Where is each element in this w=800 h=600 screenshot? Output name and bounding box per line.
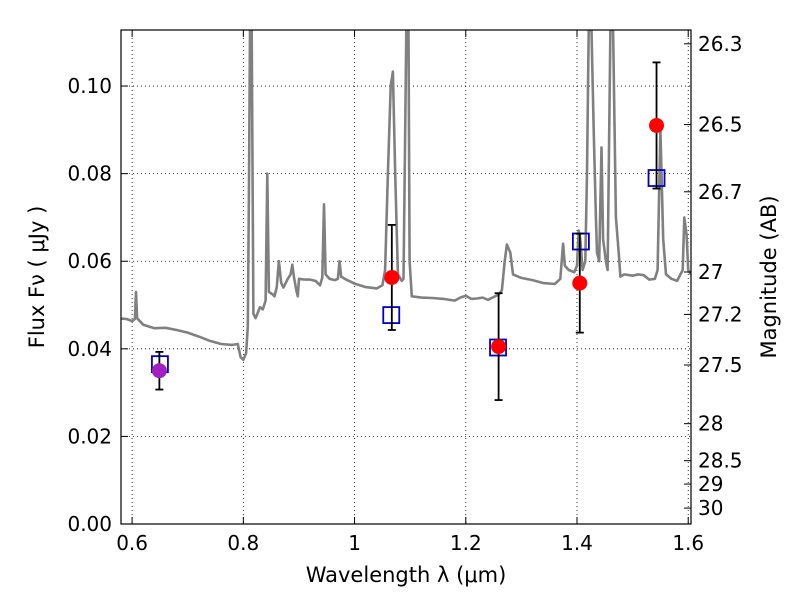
x-tick-label: 1.4 [561, 531, 593, 555]
y-tick-label: 0.04 [67, 337, 112, 361]
y2-tick-label: 27.5 [698, 353, 743, 377]
observed-photometry-series [151, 61, 665, 401]
x-tick-label: 1.6 [672, 531, 704, 555]
axis-ticks: 0.6 0.8 1 1.2 1.4 1.6 0.00 0.02 0.04 0.06 0.08 0.10… [67, 30, 743, 555]
x-tick-label: 1.2 [450, 531, 482, 555]
y-tick-label: 0.10 [67, 74, 112, 98]
y2-tick-label: 30 [698, 496, 723, 520]
y-tick-label: 0.00 [67, 512, 112, 536]
spectrum-series [121, 30, 691, 362]
y2-tick-label: 28 [698, 412, 723, 436]
observed-point [649, 117, 665, 133]
y2-axis-label: Magnitude (AB) [757, 195, 781, 358]
plot-frame [120, 29, 692, 525]
spectrum-line [121, 30, 691, 362]
y2-tick-label: 27.2 [698, 302, 743, 326]
x-axis-label: Wavelength λ (μm) [306, 563, 507, 587]
x-tick-label: 0.6 [116, 531, 148, 555]
observed-point [491, 339, 507, 355]
y-tick-label: 0.08 [67, 162, 112, 186]
x-tick-label: 0.8 [227, 531, 259, 555]
y-axis-label: Flux Fν ( μJy ) [25, 206, 49, 349]
observed-point [572, 275, 588, 291]
y2-tick-label: 26.3 [698, 32, 743, 56]
observed-point [384, 269, 400, 285]
y2-tick-label: 26.7 [698, 180, 743, 204]
y2-tick-label: 26.5 [698, 113, 743, 137]
y2-tick-label: 27 [698, 260, 723, 284]
y2-tick-label: 28.5 [698, 449, 743, 473]
y-tick-label: 0.02 [67, 424, 112, 448]
observed-point [151, 363, 167, 379]
y2-tick-label: 29 [698, 472, 723, 496]
y-tick-label: 0.06 [67, 249, 112, 273]
x-tick-label: 1 [348, 531, 361, 555]
